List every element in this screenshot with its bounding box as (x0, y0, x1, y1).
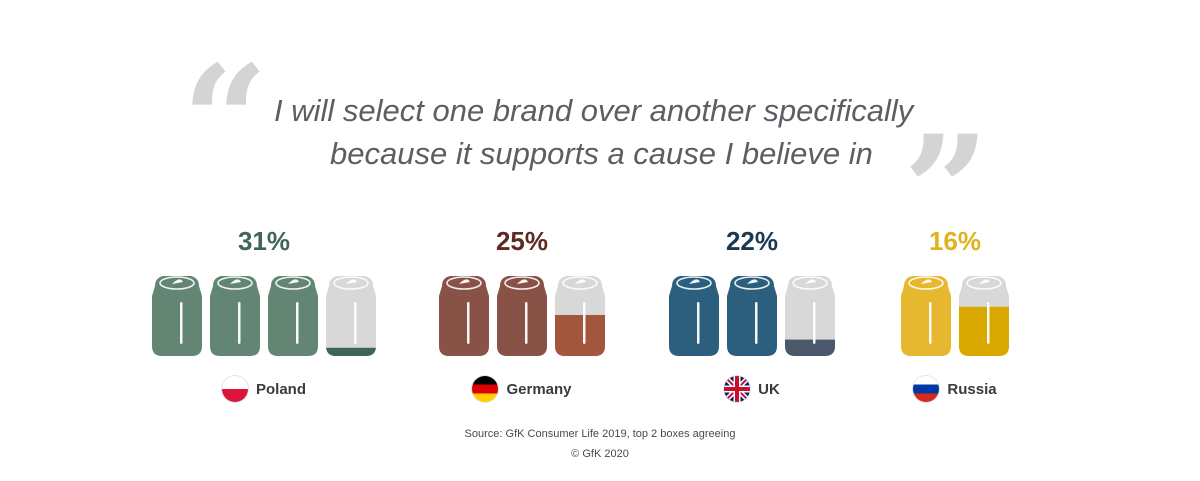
can-mark (268, 276, 318, 356)
can-mark (497, 276, 547, 356)
can-mark (439, 276, 489, 356)
source-note: Source: GfK Consumer Life 2019, top 2 bo… (464, 428, 736, 440)
country-label-russia: Russia (913, 376, 997, 402)
close-quote-icon: ” (903, 103, 990, 279)
can-mark (326, 276, 376, 356)
can-mark (669, 276, 719, 356)
can-mark (555, 276, 605, 356)
poland-flag-icon (221, 376, 248, 402)
can-mark (901, 276, 951, 356)
value-label: 22% (726, 226, 778, 256)
value-label: 31% (238, 226, 290, 256)
uk-flag-icon (724, 376, 751, 402)
can-mark (727, 276, 777, 356)
country-name: UK (758, 380, 780, 398)
country-label-poland: Poland (221, 376, 306, 402)
value-label: 16% (929, 226, 981, 256)
open-quote-icon: “ (182, 33, 269, 209)
value-label: 25% (496, 226, 548, 256)
quote-text-line-2: because it supports a cause I believe in (330, 136, 873, 171)
country-name: Poland (255, 380, 306, 398)
can-mark (785, 276, 835, 356)
country-label-uk: UK (724, 376, 780, 402)
country-name: Russia (947, 380, 997, 398)
country-name: Germany (506, 380, 572, 398)
can-mark (210, 276, 260, 356)
quote-text-line-1: I will select one brand over another spe… (274, 93, 914, 128)
copyright-note: © GfK 2020 (571, 448, 629, 460)
country-label-germany: Germany (472, 376, 572, 402)
can-mark (959, 276, 1009, 356)
russia-flag-icon (913, 376, 940, 402)
can-mark (152, 276, 202, 356)
germany-flag-icon (472, 376, 499, 402)
